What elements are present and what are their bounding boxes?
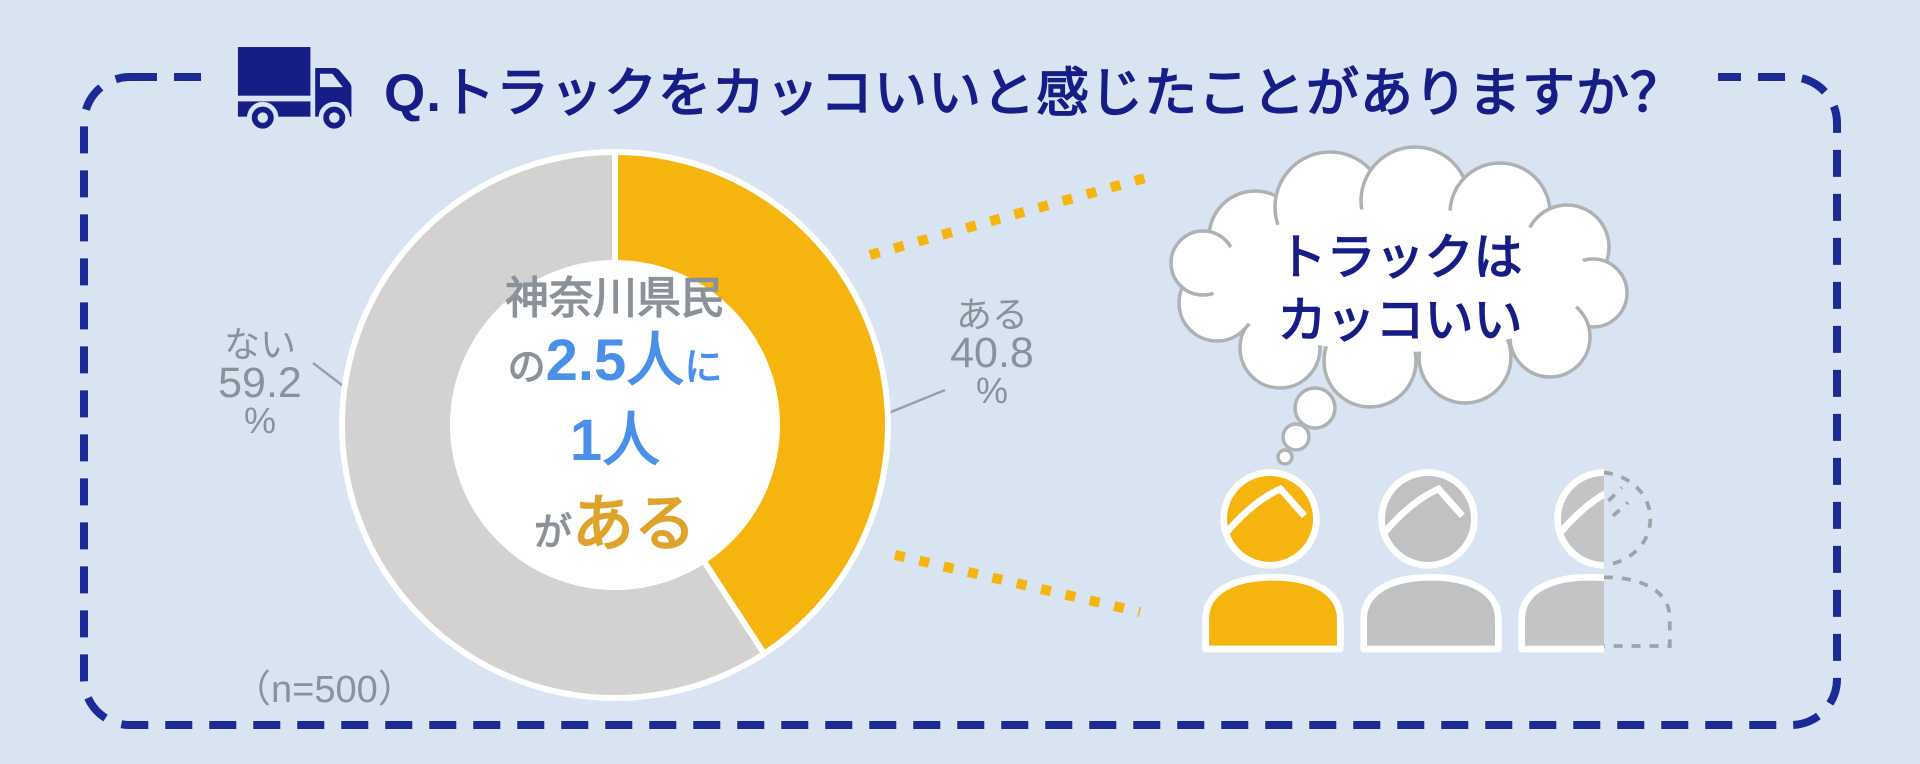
dotted-callout-line-bottom bbox=[893, 550, 1142, 617]
label-nai-value: 59.2 bbox=[218, 359, 302, 407]
people-illustration bbox=[1198, 462, 1672, 653]
title-bar: Q.トラックをカッコいいと感じたことがありますか？ bbox=[202, 38, 1718, 140]
center-line-residents: 神奈川県民 bbox=[505, 274, 725, 323]
bubble-tail bbox=[1276, 386, 1337, 466]
person-yes-icon bbox=[1202, 469, 1344, 653]
donut-center-label: 神奈川県民 の2.5人に 1人 がある bbox=[450, 260, 780, 590]
thought-bubble bbox=[1169, 145, 1629, 466]
bubble-text: トラックは カッコいい bbox=[1165, 227, 1635, 353]
label-aru-value: 40.8 bbox=[950, 329, 1034, 377]
truck-icon bbox=[237, 47, 352, 134]
label-aru-unit: % bbox=[975, 370, 1008, 411]
bubble-line-2: カッコいい bbox=[1277, 294, 1523, 348]
label-nai: ない 59.2 % bbox=[185, 326, 335, 440]
label-aru-name: ある bbox=[955, 294, 1028, 335]
sample-size-note: （n=500） bbox=[233, 669, 416, 711]
person-half-dashed-outline bbox=[1603, 470, 1672, 648]
center-line-ratio: の2.5人に bbox=[507, 328, 723, 393]
label-nai-name: ない bbox=[223, 324, 296, 365]
donut-chart: 神奈川県民 の2.5人に 1人 がある bbox=[345, 153, 885, 695]
label-nai-unit: % bbox=[243, 400, 276, 441]
person-half-icon bbox=[1518, 469, 1672, 653]
center-line-answer: がある bbox=[533, 490, 697, 559]
center-line-one-person: 1人 bbox=[569, 408, 661, 473]
label-aru: ある 40.8 % bbox=[922, 296, 1062, 410]
dotted-callout-line-top bbox=[868, 173, 1147, 260]
question-title: Q.トラックをカッコいいと感じたことがありますか？ bbox=[384, 64, 1684, 123]
bubble-line-1: トラックは bbox=[1277, 231, 1523, 285]
person-no-icon bbox=[1360, 469, 1502, 653]
